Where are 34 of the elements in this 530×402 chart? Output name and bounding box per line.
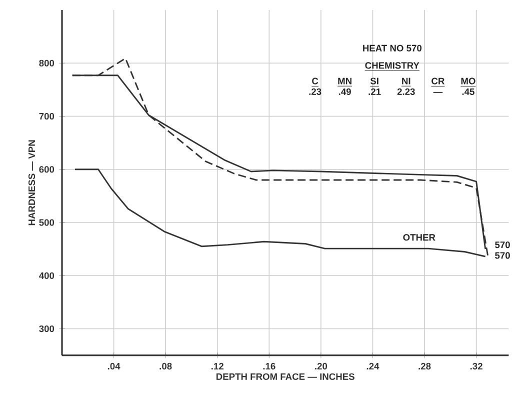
x-tick-label: .12 [212, 362, 224, 370]
x-tick-label: .28 [418, 362, 431, 370]
annotation: C [312, 78, 318, 84]
annotation: SI [370, 78, 378, 84]
y-tick-label: 600 [39, 166, 54, 173]
y-axis-title: HARDNESS — VPN [28, 140, 36, 226]
annotation: MO [461, 78, 476, 84]
annotation: NI [402, 78, 410, 84]
annotation: .49 [338, 88, 351, 95]
annotation: CR [432, 78, 444, 84]
y-tick-label: 700 [39, 112, 54, 120]
annotation: — [433, 92, 443, 93]
annotation: .21 [368, 88, 381, 95]
annotation: CHEMISTRY [365, 62, 420, 69]
x-tick-label: .32 [470, 362, 482, 370]
y-tick-label: 300 [39, 325, 54, 332]
annotation: HEAT NO 570 [363, 44, 422, 52]
annotation: .45 [462, 88, 474, 95]
annotation: OTHER [403, 234, 436, 241]
line-series [74, 168, 486, 258]
y-tick-label: 500 [39, 219, 54, 226]
x-axis-title: DEPTH FROM FACE — INCHES [216, 373, 354, 380]
annotation: .23 [309, 88, 322, 96]
x-tick-label: .08 [160, 362, 172, 370]
y-tick-label: 400 [39, 272, 54, 279]
annotation: MN [338, 78, 352, 84]
annotation: 570 [495, 252, 510, 259]
annotation: 2.23 [397, 88, 415, 96]
x-tick-label: .04 [108, 362, 120, 370]
y-tick-label: 800 [39, 60, 54, 66]
x-tick-label: .20 [315, 362, 328, 370]
x-tick-label: .16 [263, 362, 276, 370]
x-tick-label: .24 [366, 362, 380, 370]
annotation: 570 [495, 242, 510, 248]
